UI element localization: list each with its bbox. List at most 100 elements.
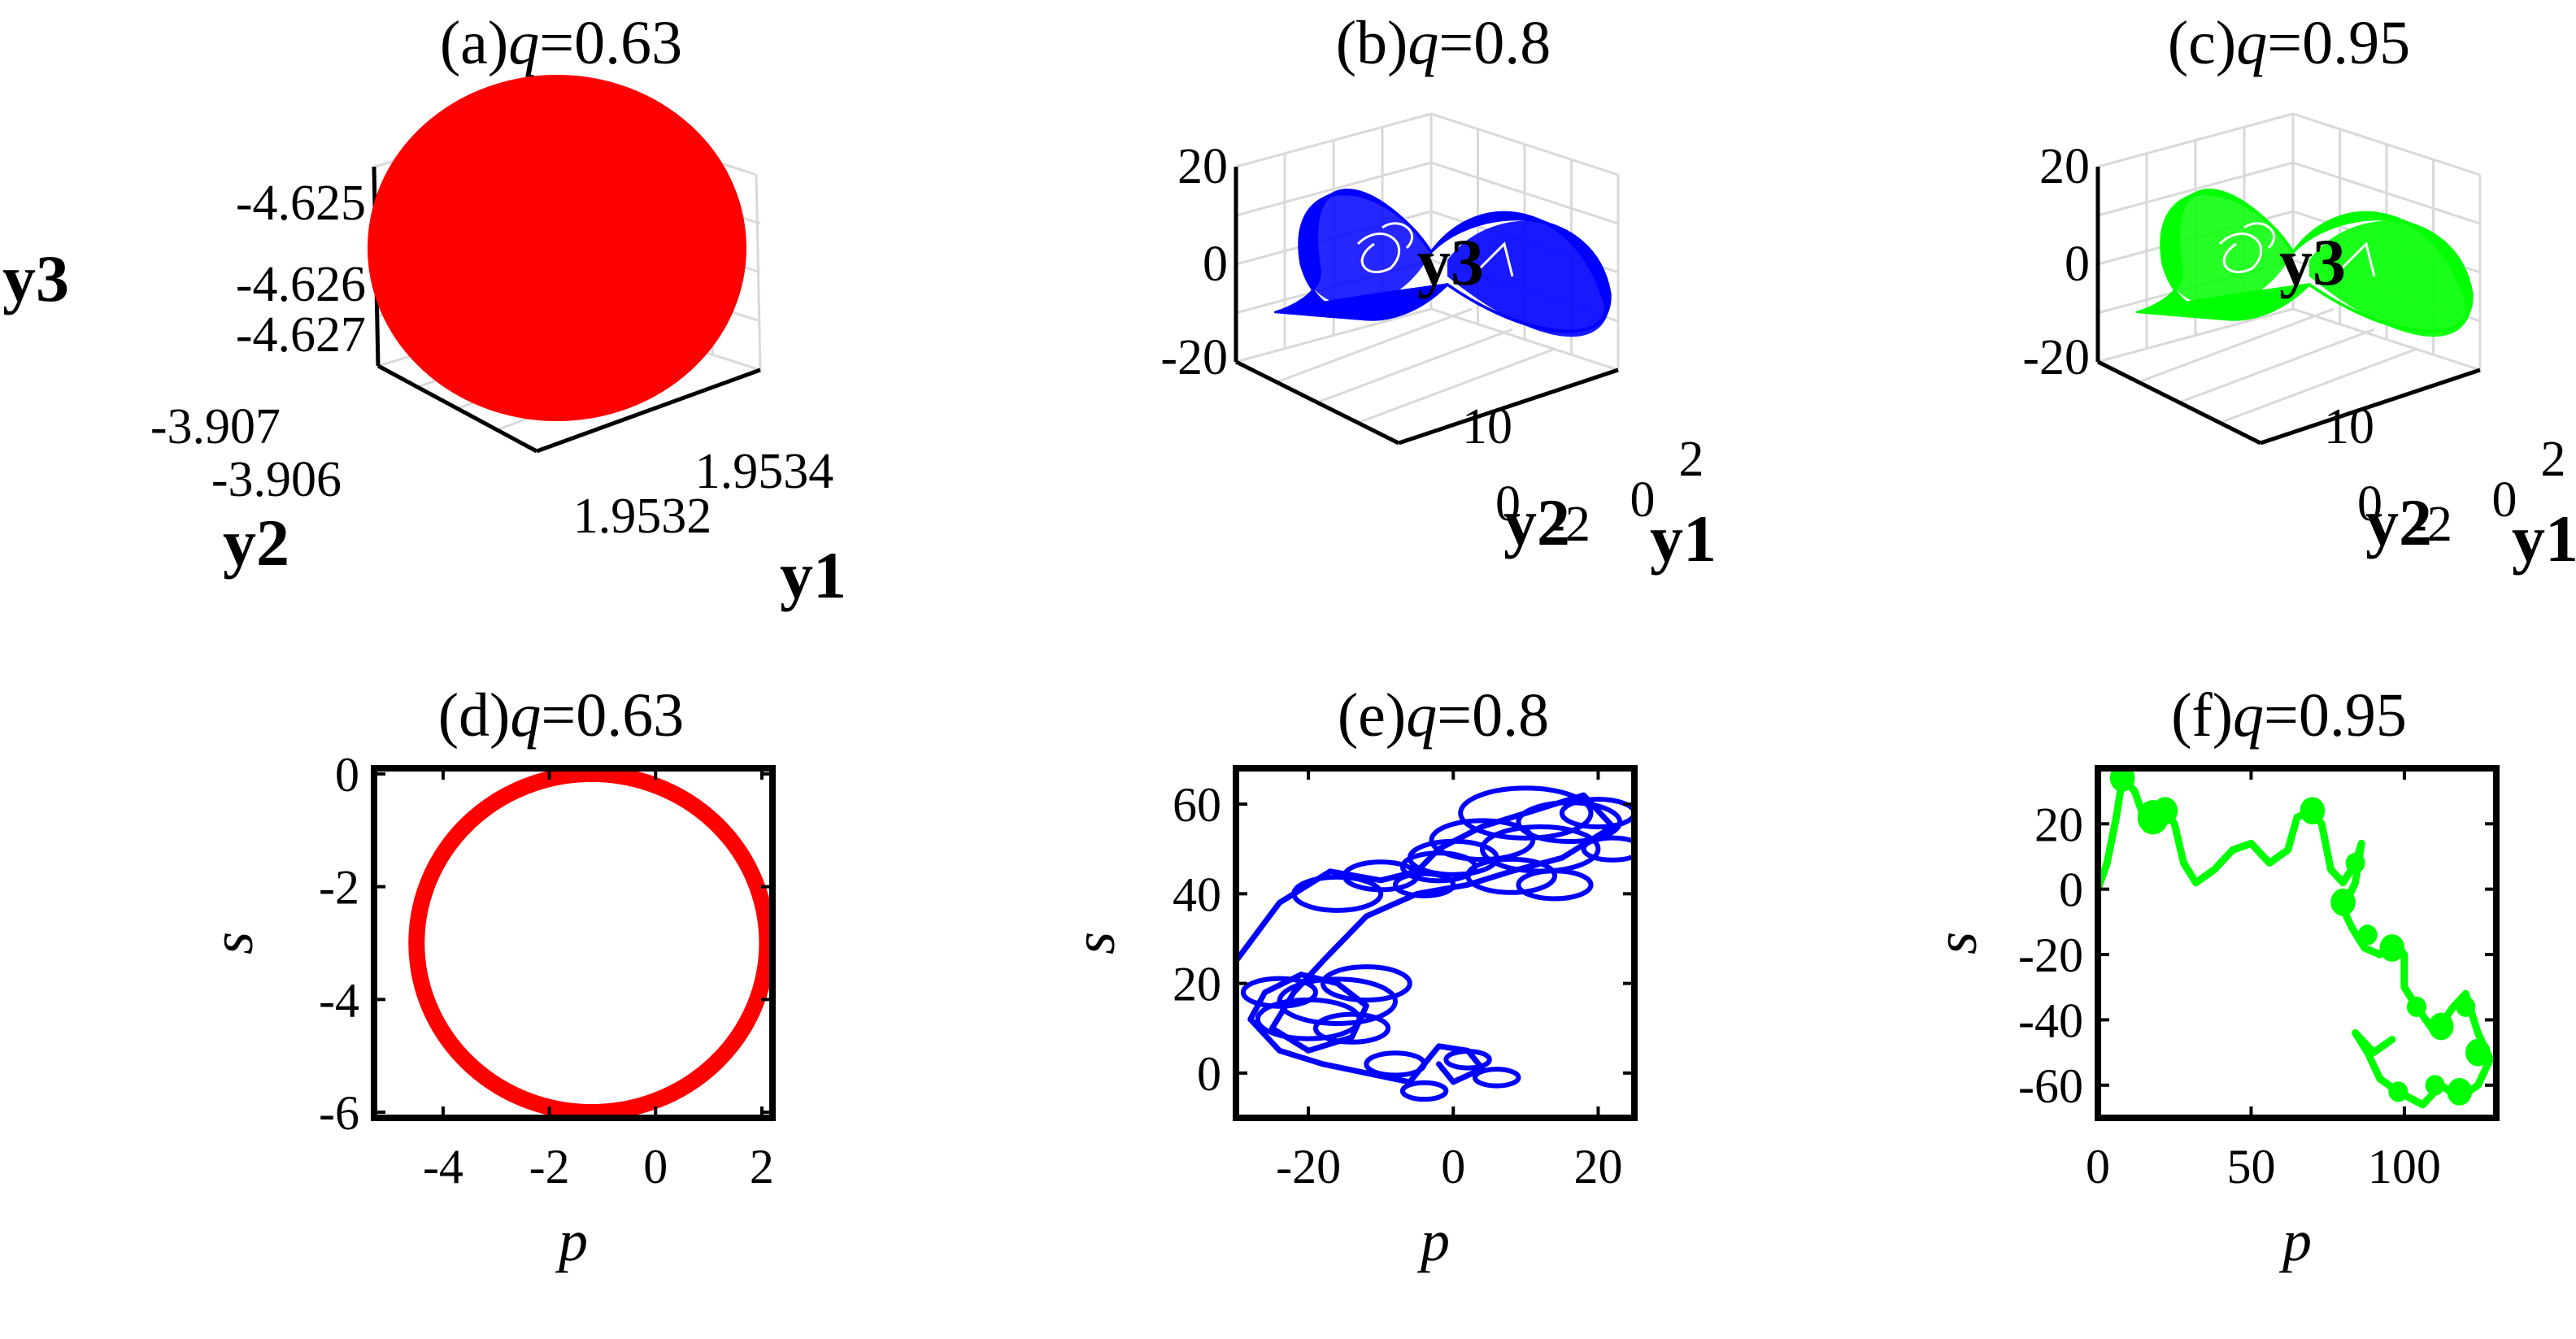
trajectory-circle: [408, 768, 772, 1118]
chart-title: (d)q=0.63: [438, 681, 685, 750]
z-tick-label: 20: [1177, 139, 1228, 194]
swirl: [1356, 233, 1401, 273]
plot-data: [1236, 785, 1634, 1102]
y-tick-label: 0: [2357, 476, 2382, 532]
x-ticks: -20 0 20: [1276, 768, 1622, 1193]
grid-line: [2138, 307, 2334, 384]
trajectory-loop: [2109, 768, 2135, 792]
y-tick-label: 0: [2059, 863, 2083, 917]
x-ticks: -2 02: [2410, 432, 2565, 552]
panel-d: (d)q=0.63 -4 -2 0 2 0 -2 -4 -6 p s: [200, 681, 776, 1273]
x-ticks: 0 50 100: [2086, 768, 2441, 1193]
trajectory-loop: [2447, 1077, 2473, 1106]
y2-axis-line: [376, 363, 538, 454]
y2-axis-line: [1234, 359, 1400, 446]
trajectory-loop: [2379, 934, 2405, 962]
x-axis-label: y1: [1650, 502, 1717, 576]
trajectory-loop: [2407, 996, 2426, 1017]
y-tick-label: 0: [1495, 476, 1521, 532]
y1-axis-line: [2260, 367, 2481, 446]
z-tick-label: 0: [1203, 237, 1228, 292]
x-ticks: -2 02: [1548, 432, 1704, 552]
x-axis-label: p: [555, 1208, 588, 1273]
axes-3d: [1234, 167, 1619, 446]
grid-line: [2219, 348, 2416, 424]
swirl: [2340, 241, 2376, 277]
trajectory-loop: [1465, 856, 1557, 895]
trajectory-loop: [1313, 1011, 1391, 1045]
attractor-trajectory: [1274, 189, 1612, 337]
x-tick-label: 0: [1630, 472, 1656, 528]
attractor-lobe-right: [2309, 220, 2473, 337]
x-tick-label: 2: [2541, 432, 2566, 487]
z-tick-label: 0: [2065, 237, 2090, 292]
y-axis-label: s: [1062, 932, 1127, 954]
plot-data: [408, 768, 772, 1118]
x-tick-label: 50: [2226, 1140, 2275, 1193]
z-ticks: -4.627-4.626 -4.625: [236, 176, 366, 363]
z-tick-label: -20: [2022, 330, 2090, 385]
trajectory-loop: [1473, 1067, 1521, 1089]
trajectory-loop: [1291, 874, 1384, 913]
y-tick-label: 10: [2324, 399, 2374, 454]
trajectory-loop: [1364, 1050, 1427, 1078]
chart-title: (b)q=0.8: [1336, 9, 1551, 77]
attractor-trajectory: [2136, 189, 2474, 337]
grid-line: [2178, 328, 2375, 404]
z-ticks: -20 0 20: [1160, 139, 1228, 385]
panel-a: (a)q=0.63 -4.627-4.626 -4.625 -3.907-3.906 1…: [2, 9, 846, 612]
trajectory-loop: [2465, 1038, 2491, 1067]
z-ticks: -20 0 20: [2022, 139, 2090, 385]
trajectory-loop: [2425, 1075, 2445, 1096]
y-axis-label: y2: [223, 506, 289, 580]
y-tick-label: 60: [1173, 778, 1221, 832]
y-tick-label: 20: [2034, 798, 2083, 851]
x-tick-label: 2: [1679, 432, 1704, 487]
chart-title: (c)q=0.95: [2168, 9, 2410, 77]
swirl: [1382, 222, 1413, 250]
y-ticks: -3.907-3.906: [150, 399, 342, 507]
z-tick-label: 20: [2039, 139, 2090, 194]
trajectory-loop: [1443, 1049, 1492, 1071]
axes-3d: [2095, 167, 2481, 446]
swirl: [1478, 241, 1514, 277]
y-tick-label: 10: [1462, 399, 1512, 454]
trajectory-loop: [2345, 852, 2365, 874]
trajectory-loop: [2388, 1081, 2408, 1102]
x-tick-label: -4: [423, 1140, 463, 1193]
trajectory-loop: [2330, 888, 2356, 916]
y-tick-label: -60: [2018, 1059, 2083, 1113]
attractor-lobe-right: [1447, 220, 1611, 337]
y-tick-label: -2: [319, 861, 359, 915]
trajectory-loop: [1255, 997, 1362, 1041]
x-axis-label: y1: [2512, 502, 2576, 576]
grid-line: [1357, 348, 1554, 424]
trajectory-path: [1236, 792, 1616, 1085]
trajectory-loop: [1458, 785, 1594, 841]
chart-title: (f)q=0.95: [2171, 681, 2407, 750]
z-tick-label: -4.625: [236, 176, 366, 231]
y-ticks: 010: [2324, 399, 2382, 532]
trajectory-loop: [2300, 797, 2326, 825]
y2-axis-line: [2096, 359, 2262, 446]
trajectory-loop: [1393, 871, 1456, 898]
x-tick-label: 1.9532: [573, 489, 712, 544]
attractor-lobe-left: [2160, 193, 2293, 306]
trajectory-loop: [1399, 850, 1478, 884]
x-axis-label: y1: [780, 538, 846, 612]
axes-box: [2095, 765, 2500, 1121]
x-axis-label: p: [1416, 1208, 1450, 1273]
trajectory-loop: [1399, 1080, 1449, 1102]
y1-axis-line: [536, 367, 761, 454]
attractor-inner-swirls: [1356, 222, 1514, 277]
chart-title: (e)q=0.8: [1338, 681, 1549, 750]
z-axis-label: y3: [2, 241, 69, 315]
y-tick-label: 40: [1173, 867, 1221, 921]
swirl: [2243, 222, 2275, 250]
attractor-lobe-left: [1299, 193, 1431, 306]
trajectory-loop: [2456, 996, 2476, 1017]
